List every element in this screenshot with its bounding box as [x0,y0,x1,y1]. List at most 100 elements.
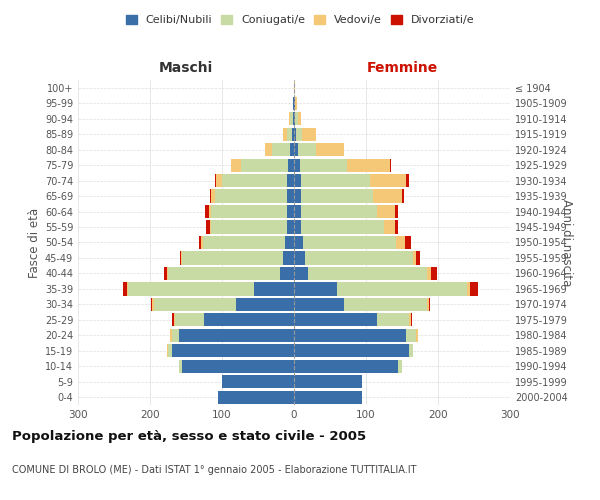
Bar [283,128,287,140]
Bar [205,205,209,218]
Bar [294,112,295,126]
Bar [203,236,286,249]
Bar [211,220,287,234]
Bar [216,174,222,187]
Bar [290,143,294,156]
Bar [179,252,181,264]
Bar [405,236,410,249]
Bar [302,236,396,249]
Text: Popolazione per età, sesso e stato civile - 2005: Popolazione per età, sesso e stato civil… [12,430,366,443]
Bar [294,375,362,388]
Bar [287,174,294,187]
Bar [288,158,294,172]
Bar [398,360,402,373]
Bar [296,128,302,140]
Bar [294,267,308,280]
Bar [301,174,370,187]
Bar [301,205,377,218]
Bar [402,190,404,202]
Bar [175,314,204,326]
Bar [182,360,294,373]
Bar [300,158,347,172]
Bar [294,344,409,358]
Bar [294,81,295,94]
Bar [294,298,344,311]
Bar [211,190,215,202]
Bar [210,220,211,234]
Bar [287,128,292,140]
Bar [167,344,168,358]
Bar [204,314,294,326]
Bar [124,282,127,296]
Bar [215,174,216,187]
Bar [236,298,294,311]
Bar [211,205,287,218]
Bar [182,252,283,264]
Bar [294,158,300,172]
Bar [316,143,344,156]
Bar [290,112,293,126]
Bar [428,298,430,311]
Bar [293,112,294,126]
Bar [151,298,152,311]
Bar [294,128,296,140]
Bar [295,112,298,126]
Text: Maschi: Maschi [159,61,213,75]
Bar [467,282,470,296]
Bar [127,282,128,296]
Bar [298,112,301,126]
Bar [294,282,337,296]
Bar [427,267,431,280]
Bar [406,329,416,342]
Legend: Celibi/Nubili, Coniugati/e, Vedovi/e, Divorziati/e: Celibi/Nubili, Coniugati/e, Vedovi/e, Di… [121,10,479,30]
Y-axis label: Anni di nascita: Anni di nascita [560,199,573,286]
Bar [272,143,290,156]
Bar [206,220,210,234]
Bar [294,390,362,404]
Bar [222,174,287,187]
Bar [172,344,294,358]
Bar [293,96,294,110]
Bar [295,96,297,110]
Bar [152,298,154,311]
Text: COMUNE DI BROLO (ME) - Dati ISTAT 1° gennaio 2005 - Elaborazione TUTTITALIA.IT: COMUNE DI BROLO (ME) - Dati ISTAT 1° gen… [12,465,416,475]
Bar [390,158,391,172]
Bar [209,205,211,218]
Bar [301,190,373,202]
Bar [294,252,305,264]
Bar [305,252,413,264]
Bar [409,314,410,326]
Bar [167,267,168,280]
Bar [199,236,201,249]
Bar [179,360,182,373]
Bar [373,190,402,202]
Bar [416,252,420,264]
Bar [164,267,167,280]
Bar [294,190,301,202]
Bar [294,314,377,326]
Bar [431,267,437,280]
Bar [283,252,294,264]
Bar [254,282,294,296]
Bar [172,329,179,342]
Bar [294,360,398,373]
Bar [230,158,241,172]
Bar [241,158,288,172]
Bar [168,267,280,280]
Bar [370,174,406,187]
Bar [170,329,172,342]
Bar [294,220,301,234]
Bar [294,174,301,187]
Bar [395,205,398,218]
Bar [410,314,412,326]
Bar [181,252,182,264]
Bar [287,190,294,202]
Bar [427,298,428,311]
Bar [301,220,384,234]
Bar [396,236,405,249]
Bar [168,344,172,358]
Bar [409,344,413,358]
Bar [298,143,316,156]
Bar [218,390,294,404]
Bar [287,205,294,218]
